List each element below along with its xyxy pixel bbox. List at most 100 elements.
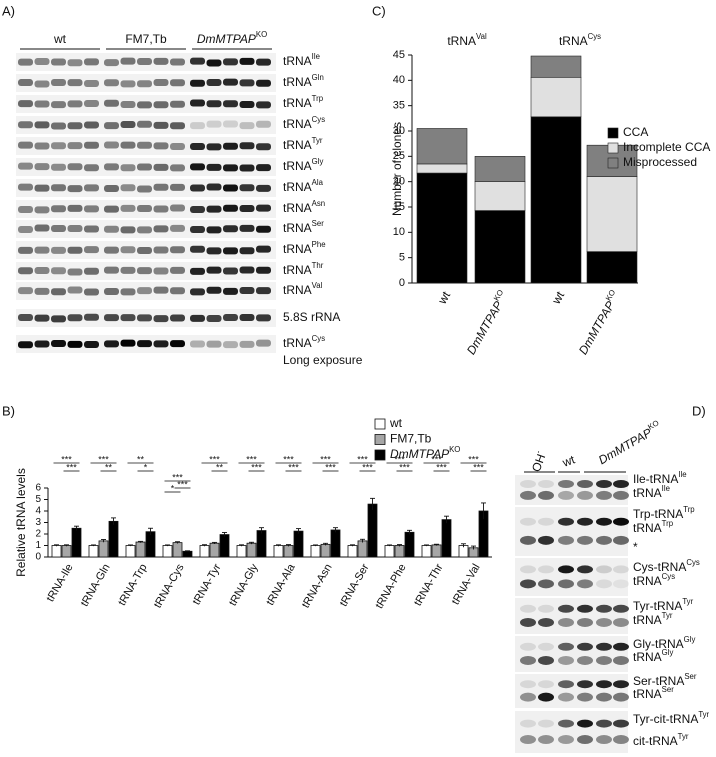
y-tick-label: 6 [35, 483, 41, 494]
blot-band [206, 266, 222, 274]
blot-band [538, 490, 554, 500]
blot-band [153, 57, 169, 65]
blot-row-label-sup: Gln [312, 73, 324, 82]
blot-band [120, 141, 136, 149]
blot-row-label-sup: Thr [312, 261, 324, 270]
bar-segment [416, 128, 468, 165]
x-tick-label: tRNA-Phe [373, 562, 408, 611]
blot-row-label: Tyr-tRNATyr [633, 597, 694, 613]
blot-band [137, 57, 152, 65]
blot-band [613, 692, 629, 702]
blot-band [223, 164, 238, 172]
blot-band [153, 205, 169, 213]
x-tick-label: tRNA-Trp [116, 562, 149, 608]
blot-band [120, 57, 136, 65]
blot-band [104, 184, 119, 192]
error-bar [249, 541, 254, 545]
error-bar [350, 544, 355, 547]
blot-band [170, 79, 185, 87]
lane-group-label-sup: - [533, 449, 542, 455]
blot-band [613, 535, 629, 545]
blot-row-label-text: tRNA [283, 180, 312, 194]
blot-band [104, 246, 119, 254]
blot-band [137, 205, 152, 213]
blot-row-label-text: 5.8S rRNA [283, 310, 340, 324]
blot-row-label: tRNACys [633, 572, 675, 588]
blot-band [153, 246, 169, 254]
blot-box [515, 711, 628, 753]
error-bar [387, 544, 392, 547]
blot-band [18, 341, 33, 349]
blot-row-label-sup: Tyr [682, 597, 693, 606]
blot-band [613, 655, 629, 665]
bar [421, 545, 432, 558]
bar [246, 542, 257, 558]
legend-label: Misprocessed [623, 155, 697, 169]
y-tick-label: 35 [393, 100, 405, 112]
blot-band [206, 226, 222, 234]
blot-band [153, 142, 169, 150]
blot-band [223, 58, 238, 66]
blot-band [558, 692, 574, 702]
significance-label: *** [61, 454, 72, 464]
blot-row-label-sup: Ser [684, 672, 697, 681]
bar [431, 544, 442, 558]
blot-band [137, 287, 152, 295]
y-tick-label: 25 [393, 150, 405, 162]
error-bar [296, 528, 301, 534]
bar [219, 534, 230, 558]
blot-band [239, 142, 255, 150]
blot-row-label: Ile-tRNAIle [633, 470, 687, 486]
blot-band [520, 535, 536, 545]
blot-band [613, 604, 629, 613]
bar [367, 503, 378, 558]
blot-band [256, 225, 271, 233]
blot-band [18, 287, 33, 295]
bar-segment [474, 210, 526, 284]
legend-swatch [607, 157, 619, 169]
blot-band [256, 79, 271, 87]
significance-label: * [171, 483, 175, 493]
blot-band [577, 480, 593, 488]
blot-band [520, 517, 536, 526]
blot-band [104, 205, 119, 213]
blot-box [515, 475, 628, 505]
blot-band [190, 288, 205, 296]
blot-row-label: tRNAGln [283, 73, 324, 89]
blot-band [206, 78, 222, 86]
bar [125, 545, 136, 558]
blot-band [558, 565, 574, 574]
blot-band [538, 692, 554, 702]
significance-label: *** [399, 462, 410, 472]
blot-band [256, 339, 271, 347]
blot-band [239, 79, 255, 87]
blot-band [153, 315, 169, 323]
panel-label: A) [2, 3, 15, 18]
blot-band [206, 205, 222, 213]
bar-segment [416, 172, 468, 284]
blot-band [190, 99, 205, 107]
blot-band [84, 340, 99, 348]
blot-row-label-sup: Tyr [698, 710, 709, 719]
significance-label: ** [105, 462, 113, 472]
blot-band [596, 565, 612, 574]
blot-band [51, 339, 66, 347]
blot-band [613, 680, 629, 689]
blot-row-label-text: tRNA [283, 336, 312, 350]
lane-group-label-text: DmMTPAP [596, 426, 654, 468]
bar [108, 520, 119, 558]
x-tick-label-text: DmMTPAP [576, 299, 618, 357]
x-tick-label: DmMTPAPKO [462, 288, 511, 357]
error-bar [128, 544, 133, 547]
blot-band [170, 224, 185, 232]
blot-band [223, 184, 238, 192]
error-bar [239, 544, 244, 547]
blot-row-label-sup: Ala [312, 178, 324, 187]
blot-band [577, 680, 593, 689]
blot-band [596, 480, 612, 488]
blot-band [51, 184, 66, 192]
y-tick-label: 0 [399, 277, 405, 289]
blot-row-label: tRNASer [633, 685, 674, 701]
blot-band [84, 58, 99, 66]
blot-band [577, 565, 593, 574]
